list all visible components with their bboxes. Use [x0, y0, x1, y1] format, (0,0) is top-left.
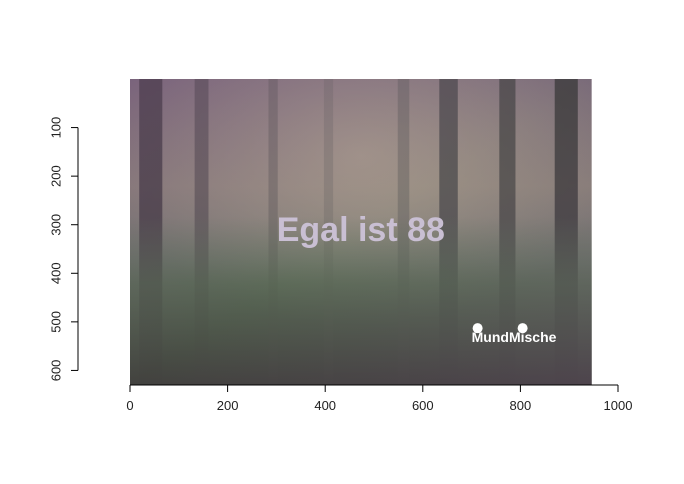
logo-text-part-1: und: [483, 329, 509, 345]
image-headline-text: Egal ist 88: [277, 211, 445, 249]
logo-person-icon-2: [517, 323, 528, 334]
x-tick-label: 0: [126, 398, 133, 413]
logo-person-icon-1: [472, 323, 483, 334]
x-tick-label: 600: [412, 398, 434, 413]
logo-text-part-2: ische: [521, 329, 557, 345]
y-axis: 100 200 300 400 500 600: [49, 117, 79, 382]
y-tick-label: 100: [49, 117, 64, 139]
y-tick-label: 400: [49, 262, 64, 284]
x-axis: 0 200 400 600 800 1000: [126, 384, 633, 413]
x-tick-label: 800: [510, 398, 532, 413]
mundmische-logo: MundMische: [472, 323, 557, 345]
y-tick-label: 200: [49, 165, 64, 187]
x-tick-label: 400: [314, 398, 336, 413]
y-tick-label: 600: [49, 360, 64, 382]
image-purple-tint: [130, 79, 592, 385]
logo-text: MundMische: [472, 329, 557, 345]
forest-background-image: Egal ist 88 MundMische: [130, 79, 592, 385]
y-tick-label: 500: [49, 311, 64, 333]
x-tick-label: 1000: [604, 398, 633, 413]
logo-letter-1: M: [472, 329, 484, 345]
x-tick-label: 200: [217, 398, 239, 413]
logo-letter-2: M: [509, 329, 521, 345]
y-tick-label: 300: [49, 214, 64, 236]
